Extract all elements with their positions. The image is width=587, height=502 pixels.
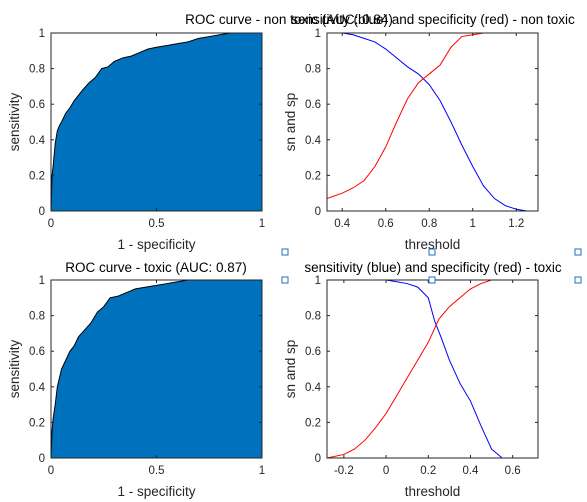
x-tick-label: 0.4 [462, 465, 479, 477]
chart-title: sensitivity (blue) and specificity (red)… [304, 260, 562, 275]
x-tick-label: 0 [48, 218, 54, 230]
y-tick-label: 1 [39, 275, 45, 287]
x-tick-label: 0 [383, 465, 389, 477]
sensitivity-line [327, 280, 538, 458]
chart-title: ROC curve - non toxic (AUC: 0.84) [185, 12, 393, 27]
roc-area [51, 33, 262, 211]
x-tick-label: 1 [470, 218, 476, 230]
x-tick-label: 0.4 [334, 218, 351, 230]
x-tick-label: 0.2 [420, 465, 436, 477]
y-tick-label: 0.4 [29, 135, 46, 147]
selection-handle-icon [281, 276, 289, 284]
x-tick-label: 0.5 [149, 218, 165, 230]
y-tick-label: 0 [315, 453, 321, 465]
plot-area [327, 33, 538, 211]
y-tick-label: 1 [315, 275, 321, 287]
y-axis-label: sn and sp [283, 340, 298, 399]
y-tick-label: 0.4 [29, 382, 46, 394]
axes-box [326, 279, 539, 459]
x-tick-label: 0.6 [505, 465, 521, 477]
selection-handle-icon [574, 248, 582, 256]
y-tick-label: 0 [39, 206, 45, 218]
y-tick-label: 0 [39, 453, 45, 465]
axes-box [326, 32, 539, 212]
y-axis-label: sensitivity [7, 339, 22, 398]
y-tick-label: 1 [315, 28, 321, 40]
y-axis-label: sn and sp [283, 93, 298, 152]
y-tick-label: 0.8 [29, 311, 45, 323]
x-tick-label: 0.8 [421, 218, 437, 230]
x-tick-label: 1 [259, 465, 265, 477]
x-axis-label: threshold [405, 484, 461, 499]
chart-2: 0 0.2 0.4 0.6 0.8 1 0.4 0.6 0.8 1 1.2 sensitivity (… [283, 12, 575, 252]
specificity-line [327, 280, 538, 458]
x-tick-label: -0.2 [334, 465, 354, 477]
sensitivity-line [327, 33, 538, 211]
plot-area [51, 33, 262, 211]
chart-title: sensitivity (blue) and specificity (red)… [291, 12, 575, 27]
y-tick-label: 0.6 [305, 99, 321, 111]
y-axis-label: sensitivity [7, 92, 22, 151]
plot-area [327, 280, 538, 458]
chart-3: 0 0.2 0.4 0.6 0.8 1 0 0.5 1 ROC curve - toxic (AU… [7, 260, 265, 499]
selection-handle-icon [574, 276, 582, 284]
x-tick-label: 0.6 [378, 218, 394, 230]
chart-4: 0 0.2 0.4 0.6 0.8 1 -0.2 0 0.2 0.4 0.6 sensitivity … [283, 260, 562, 499]
x-axis-label: 1 - specificity [117, 484, 195, 499]
x-axis-label: 1 - specificity [117, 237, 195, 252]
selection-handle-icon [428, 248, 436, 256]
x-tick-label: 1 [259, 218, 265, 230]
x-axis-label: threshold [405, 237, 461, 252]
y-tick-label: 0.6 [29, 99, 45, 111]
x-tick-label: 1.2 [508, 218, 524, 230]
y-tick-label: 0.2 [29, 417, 45, 429]
plot-area [51, 280, 262, 458]
y-tick-label: 0.6 [305, 346, 321, 358]
x-tick-label: 0 [48, 465, 54, 477]
selection-handle-icon [428, 276, 436, 284]
y-tick-label: 0.8 [29, 64, 45, 76]
y-tick-label: 0.4 [305, 135, 322, 147]
y-tick-label: 0.2 [305, 417, 321, 429]
y-tick-label: 1 [39, 28, 45, 40]
roc-area [51, 280, 262, 458]
y-tick-label: 0.6 [29, 346, 45, 358]
y-tick-label: 0.4 [305, 382, 322, 394]
y-tick-label: 0 [315, 206, 321, 218]
y-tick-label: 0.2 [305, 170, 321, 182]
chart-title: ROC curve - toxic (AUC: 0.87) [65, 260, 247, 275]
y-tick-label: 0.2 [29, 170, 45, 182]
x-tick-label: 0.5 [149, 465, 165, 477]
y-tick-label: 0.8 [305, 311, 321, 323]
selection-handle-icon [281, 248, 289, 256]
y-tick-label: 0.8 [305, 64, 321, 76]
specificity-line [327, 33, 538, 200]
